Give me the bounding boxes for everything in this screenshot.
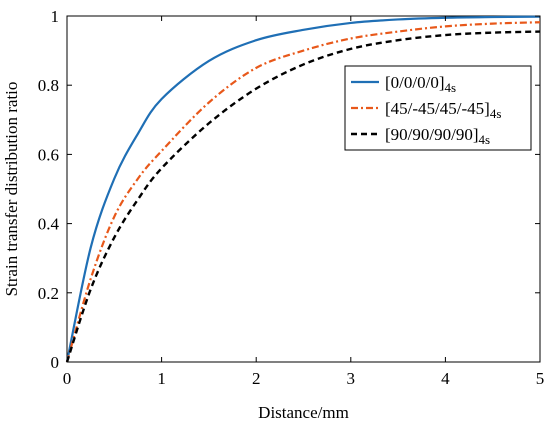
legend-label-3: [90/90/90/90]4s [385,125,490,147]
x-tick-label: 2 [252,369,261,388]
y-tick-label: 0 [51,353,60,372]
legend: [0/0/0/0]4s[45/-45/45/-45]4s[90/90/90/90… [344,65,532,151]
legend-label-subscript: 4s [490,106,502,121]
series-line-2 [65,21,541,363]
legend-label-2: [45/-45/45/-45]4s [385,99,501,121]
y-axis-title: Strain transfer distribution ratio [2,82,21,297]
y-tick-label: 0.4 [38,215,60,234]
legend-label-subscript: 4s [479,132,491,147]
legend-label-1: [0/0/0/0]4s [385,73,456,95]
legend-label-subscript: 4s [445,80,457,95]
y-tick-label: 1 [51,7,60,26]
series-line-3 [65,30,541,363]
x-tick-label: 0 [63,369,72,388]
y-tick-label: 0.8 [38,76,59,95]
ticks-layer: 0 1 2 3 4 5 0 0.2 0.4 0.6 0.8 1 [38,7,545,388]
legend-label-text: [0/0/0/0] [385,73,445,92]
x-tick-label: 4 [441,369,450,388]
y-tick-label: 0.6 [38,145,59,164]
x-tick-label: 5 [536,369,545,388]
legend-label-text: [90/90/90/90] [385,125,479,144]
plot-area: 0 1 2 3 4 5 0 0.2 0.4 0.6 0.8 1 [38,7,545,388]
y-tick-label: 0.2 [38,284,59,303]
x-axis-title: Distance/mm [258,403,349,422]
x-tick-label: 3 [347,369,356,388]
x-tick-label: 1 [157,369,166,388]
legend-label-text: [45/-45/45/-45] [385,99,490,118]
axes-box [66,15,541,363]
